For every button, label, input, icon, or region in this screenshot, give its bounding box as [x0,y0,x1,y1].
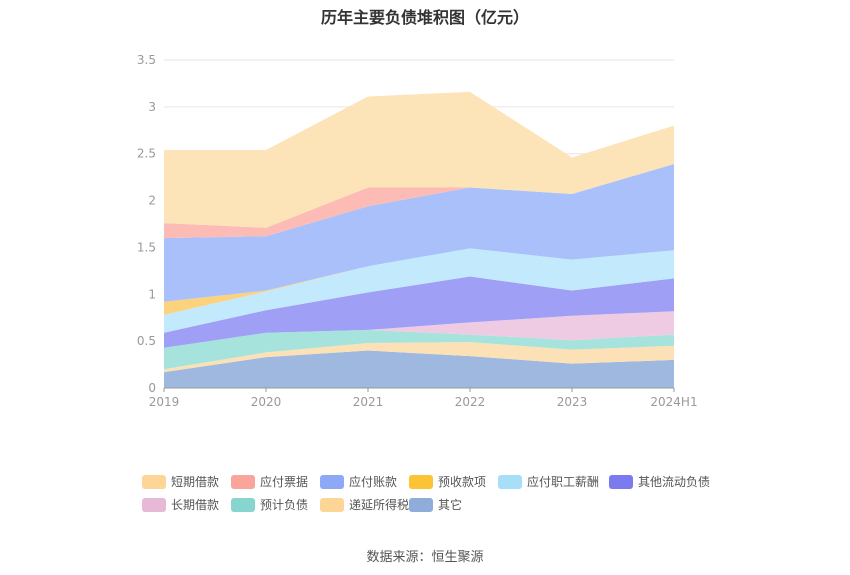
area-series-1 [164,342,674,373]
legend-label: 短期借款 [171,475,219,489]
legend-swatch [320,475,344,489]
area-series-7 [164,164,674,302]
x-tick-label: 2024H1 [650,395,697,409]
area-series-0 [164,350,674,388]
legend-label: 应付票据 [260,474,308,489]
legend-label: 预计负债 [260,498,308,512]
legend-swatch [231,475,255,489]
legend-item[interactable]: 短期借款 [142,475,219,489]
legend-item[interactable]: 长期借款 [142,498,219,512]
legend-label: 其它 [438,497,462,512]
legend-swatch [409,475,433,489]
y-tick-label: 2 [148,194,156,208]
legend-swatch [142,475,166,489]
legend-label: 应付账款 [349,474,397,489]
y-tick-label: 3.5 [137,53,156,67]
legend-label: 应付职工薪酬 [527,474,599,489]
legend-item[interactable]: 应付职工薪酬 [498,474,599,489]
legend-swatch [142,498,166,512]
legend-item[interactable]: 预收款项 [409,475,486,489]
legend-label: 长期借款 [171,498,219,512]
area-series-2 [164,329,674,370]
source-note: 数据来源：恒生聚源 [366,550,484,565]
stacked-areas [164,91,674,388]
y-tick-label: 1 [148,287,156,301]
legend-item[interactable]: 应付票据 [231,474,308,489]
chart-title: 历年主要负债堆积图（亿元） [320,8,529,27]
legend-swatch [498,475,522,489]
area-series-5 [164,248,674,333]
area-series-9 [164,91,674,228]
x-tick-label: 2021 [353,395,384,409]
area-series-4 [164,276,674,348]
axes: 0 0.5 1 1.5 2 2.5 3 3.5 2019 2020 2021 2022 2023 2024… [137,53,698,409]
legend-item[interactable]: 预计负债 [231,498,308,512]
y-tick-label: 0.5 [137,334,156,348]
y-tick-label: 0 [148,381,156,395]
x-tick-label: 2019 [149,395,180,409]
area-series-3 [164,311,674,348]
y-tick-label: 3 [148,100,156,114]
legend-item[interactable]: 其它 [409,497,462,512]
y-tick-label: 1.5 [137,240,156,254]
area-series-8 [164,164,674,239]
y-tick-label: 2.5 [137,147,156,161]
legend-item[interactable]: 应付账款 [320,474,397,489]
legend-label: 其他流动负债 [638,475,710,489]
legend-swatch [320,498,344,512]
legend-swatch [609,475,633,489]
legend-swatch [409,498,433,512]
x-tick-label: 2022 [455,395,486,409]
legend-swatch [231,498,255,512]
legend-label: 预收款项 [438,475,486,489]
x-tick-label: 2023 [557,395,588,409]
legend-item[interactable]: 其他流动负债 [609,475,710,489]
x-tick-label: 2020 [251,395,282,409]
